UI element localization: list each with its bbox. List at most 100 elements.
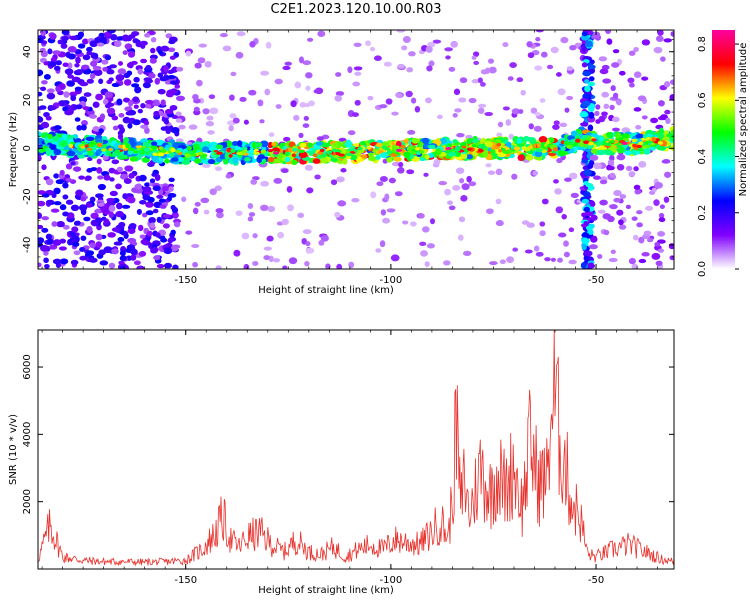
spectrogram-cell: [75, 69, 84, 74]
spectrogram-cell: [223, 158, 229, 165]
spectrogram-cell: [185, 50, 192, 57]
spectrogram-cell: [154, 174, 161, 181]
spectrogram-x-label: Height of straight line (km): [258, 285, 394, 296]
spectrogram-cell: [128, 223, 137, 229]
spectrogram-cell: [130, 141, 136, 148]
spectrogram-cell: [607, 215, 615, 223]
spectrogram-cell: [644, 205, 654, 211]
spectrogram-cell: [401, 45, 408, 51]
spectrogram-cell: [447, 151, 457, 157]
spectrogram-cell: [657, 100, 665, 107]
spectrogram-cell: [40, 86, 47, 92]
spectrogram-cell: [84, 144, 90, 148]
spectrogram-cell: [299, 153, 305, 158]
spectrogram-cell: [508, 133, 514, 140]
spectrogram-cell: [542, 146, 548, 150]
spectrogram-cell: [619, 70, 626, 76]
spectrogram-cell: [38, 237, 45, 244]
spectrogram-cell: [669, 79, 674, 85]
spectrogram-cell: [88, 257, 98, 263]
spectrogram-cell: [552, 124, 560, 130]
spectrogram-cell: [487, 170, 496, 175]
spectrogram-cell: [569, 45, 577, 51]
spectrogram-cell: [305, 247, 315, 254]
spectrogram-cell: [122, 116, 131, 124]
spectrogram-cell: [80, 124, 87, 131]
spectrogram-cell: [453, 88, 461, 96]
spectrogram-cell: [646, 237, 654, 243]
spectrogram-cell: [366, 146, 372, 150]
spectrogram-cell: [174, 84, 181, 89]
spectrogram-cell: [145, 201, 154, 208]
spectrogram-cell: [557, 257, 563, 263]
spectrogram-cell: [588, 223, 595, 229]
spectrogram-cell: [124, 165, 134, 172]
spectrogram-cell: [130, 248, 138, 256]
spectrogram-cell: [625, 204, 631, 210]
spectrogram-cell: [566, 66, 574, 71]
spectrogram-cell: [638, 236, 645, 244]
spectrogram-cell: [638, 141, 644, 146]
spectrogram-cell: [215, 208, 224, 214]
spectrogram-cell: [86, 168, 93, 173]
spectrogram-cell: [128, 172, 135, 179]
spectrogram-cell: [38, 106, 43, 111]
spectrogram-cell: [466, 154, 473, 160]
spectrogram-cell: [96, 166, 103, 174]
spectrogram-cell: [62, 182, 69, 189]
spectrogram-cell: [260, 204, 269, 212]
spectrogram-cell: [590, 214, 598, 221]
spectrogram-cell: [670, 31, 674, 37]
spectrogram-cell: [664, 109, 671, 115]
spectrogram-cell: [428, 60, 435, 67]
spectrogram-cell: [60, 43, 68, 49]
spectrogram-cell: [485, 67, 491, 74]
spectrogram-cell: [424, 261, 430, 268]
spectrogram-cell: [591, 138, 597, 142]
spectrogram-cell: [142, 81, 151, 89]
spectrogram-cell: [534, 111, 541, 117]
spectrogram-cell: [147, 196, 155, 203]
spectrogram-cell: [152, 208, 159, 214]
spectrogram-cell: [624, 150, 632, 156]
spectrogram-cell: [379, 175, 388, 183]
spectrogram-cell: [48, 244, 58, 250]
spectrogram-cell: [209, 188, 217, 196]
spectrogram-cell: [631, 138, 638, 143]
spectrogram-cell: [96, 42, 105, 47]
spectrogram-cell: [76, 125, 83, 131]
spectrogram-cell: [205, 120, 215, 127]
spectrogram-cell: [70, 161, 76, 166]
spectrogram-cell: [53, 65, 61, 71]
spectrogram-cell: [657, 248, 665, 253]
spectrogram-cell: [108, 205, 116, 212]
spectrogram-cell: [550, 46, 559, 54]
spectrogram-cell: [55, 85, 61, 92]
spectrogram-cell: [90, 52, 97, 59]
spectrogram-cell: [414, 106, 421, 113]
spectrogram-cell: [599, 199, 608, 206]
spectrogram-cell: [268, 132, 275, 137]
spectrogram-cell: [612, 127, 620, 132]
spectrogram-cell: [320, 235, 329, 242]
spectrogram-cell: [230, 148, 236, 154]
spectrogram-cell: [65, 199, 74, 205]
spectrogram-cell: [137, 108, 143, 114]
spectrogram-cell: [144, 127, 150, 134]
spectrogram-cell: [67, 62, 73, 70]
spectrogram-cell: [553, 120, 560, 126]
spectrogram-cell: [632, 234, 639, 241]
spectrogram-cell: [142, 186, 152, 193]
spectrogram-cell: [263, 246, 272, 251]
spectrogram-cell: [410, 97, 417, 104]
spectrogram-cell: [480, 145, 487, 149]
spectrogram-cell: [357, 146, 363, 151]
spectrogram-cell: [410, 221, 417, 227]
spectrogram-cell: [197, 57, 206, 64]
spectrogram-cell: [102, 66, 108, 72]
spectrogram-cell: [471, 144, 477, 148]
spectrogram-cell: [302, 60, 312, 66]
y-tick-label: 6000: [22, 354, 33, 379]
spectrogram-cell: [137, 150, 144, 154]
spectrogram-cell: [533, 125, 542, 132]
